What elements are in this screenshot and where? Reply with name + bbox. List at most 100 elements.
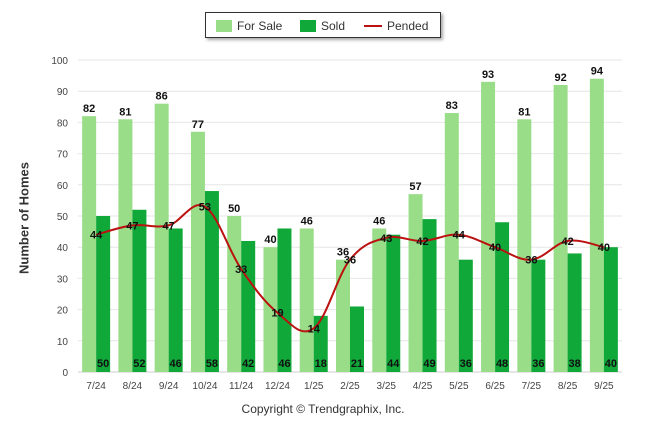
bar-sold bbox=[313, 315, 328, 372]
bar-for-sale bbox=[227, 216, 242, 372]
label-pended: 47 bbox=[126, 220, 138, 232]
bar-sold bbox=[241, 240, 256, 372]
label-for-sale: 40 bbox=[264, 234, 276, 246]
x-tick-label: 9/25 bbox=[594, 381, 614, 392]
x-tick-label: 9/24 bbox=[159, 381, 179, 392]
label-sold: 40 bbox=[605, 358, 617, 370]
bar-sold bbox=[204, 191, 219, 372]
legend-item-for-sale[interactable]: For Sale bbox=[216, 18, 282, 34]
x-tick-label: 6/25 bbox=[485, 381, 505, 392]
bar-sold bbox=[422, 219, 437, 372]
label-sold: 36 bbox=[532, 358, 544, 370]
bar-for-sale bbox=[589, 78, 604, 372]
label-pended: 36 bbox=[344, 255, 356, 267]
bar-for-sale bbox=[372, 228, 387, 372]
bars bbox=[82, 78, 618, 373]
label-pended: 53 bbox=[199, 202, 211, 214]
label-pended: 42 bbox=[561, 236, 573, 248]
bar-sold bbox=[567, 253, 582, 372]
legend-item-pended[interactable]: Pended bbox=[364, 18, 428, 34]
y-tick-label: 30 bbox=[57, 274, 69, 285]
data-labels: 82 50 44 81 52 47 86 46 47 77 58 53 50 42 33 40 46 19 46 18… bbox=[83, 66, 617, 370]
label-for-sale: 36 bbox=[337, 247, 349, 259]
legend-label-sold: Sold bbox=[321, 19, 346, 33]
legend-swatch-sold bbox=[300, 20, 316, 32]
x-tick-label: 7/24 bbox=[86, 381, 106, 392]
bar-sold bbox=[350, 306, 364, 372]
label-for-sale: 94 bbox=[591, 66, 604, 78]
label-for-sale: 86 bbox=[156, 91, 168, 103]
bar-sold bbox=[277, 228, 292, 372]
x-tick-label: 4/25 bbox=[413, 381, 433, 392]
y-tick-label: 70 bbox=[57, 150, 69, 161]
bar-sold bbox=[132, 209, 147, 372]
bar-sold bbox=[495, 222, 510, 372]
y-axis-label: Number of Homes bbox=[16, 162, 32, 274]
bar-sold bbox=[531, 259, 546, 372]
label-pended: 43 bbox=[380, 233, 392, 245]
bar-for-sale bbox=[190, 131, 205, 372]
bar-for-sale bbox=[408, 194, 423, 372]
legend-label-for-sale: For Sale bbox=[237, 19, 283, 33]
bar-for-sale bbox=[82, 116, 97, 372]
x-axis-ticks: 7/24 8/24 9/24 10/24 11/24 12/24 1/25 2/25 3/25 4… bbox=[86, 381, 614, 392]
x-tick-label: 2/25 bbox=[340, 381, 360, 392]
label-pended: 19 bbox=[271, 308, 283, 320]
label-for-sale: 82 bbox=[83, 103, 95, 115]
bar-sold bbox=[386, 234, 401, 372]
y-tick-label: 0 bbox=[62, 368, 68, 379]
y-axis-ticks: 0 10 20 30 40 50 60 70 80 90 100 bbox=[51, 56, 68, 379]
bar-sold bbox=[603, 247, 618, 372]
copyright-text: Copyright © Trendgraphix, Inc. bbox=[241, 402, 405, 416]
label-for-sale: 50 bbox=[228, 203, 240, 215]
label-sold: 46 bbox=[278, 358, 290, 370]
label-sold: 49 bbox=[423, 358, 435, 370]
x-tick-label: 10/24 bbox=[192, 381, 217, 392]
label-sold: 38 bbox=[568, 358, 580, 370]
label-for-sale: 57 bbox=[409, 181, 421, 193]
label-sold: 52 bbox=[133, 358, 145, 370]
bar-for-sale bbox=[481, 81, 496, 372]
y-tick-label: 60 bbox=[57, 181, 69, 192]
x-tick-label: 12/24 bbox=[265, 381, 290, 392]
bar-for-sale bbox=[444, 113, 459, 372]
y-tick-label: 50 bbox=[57, 212, 69, 223]
x-tick-label: 8/24 bbox=[123, 381, 143, 392]
label-sold: 50 bbox=[97, 358, 109, 370]
label-sold: 48 bbox=[496, 358, 508, 370]
label-sold: 42 bbox=[242, 358, 254, 370]
y-tick-label: 10 bbox=[57, 337, 69, 348]
y-tick-label: 80 bbox=[57, 118, 69, 129]
x-tick-label: 1/25 bbox=[304, 381, 324, 392]
x-tick-label: 11/24 bbox=[229, 381, 254, 392]
y-tick-label: 40 bbox=[57, 243, 69, 254]
label-pended: 36 bbox=[525, 255, 537, 267]
bar-for-sale bbox=[336, 259, 350, 372]
bar-for-sale bbox=[517, 119, 532, 372]
label-for-sale: 93 bbox=[482, 69, 494, 81]
label-sold: 18 bbox=[315, 358, 327, 370]
label-pended: 40 bbox=[489, 242, 501, 254]
legend-item-sold[interactable]: Sold bbox=[300, 18, 345, 34]
bar-sold bbox=[458, 259, 473, 372]
label-for-sale: 81 bbox=[518, 106, 530, 118]
label-for-sale: 83 bbox=[446, 100, 458, 112]
label-pended: 44 bbox=[90, 230, 103, 242]
pended-series-line bbox=[95, 204, 605, 333]
label-sold: 44 bbox=[387, 358, 400, 370]
pended-line bbox=[95, 204, 605, 333]
label-pended: 42 bbox=[416, 236, 428, 248]
x-tick-label: 7/25 bbox=[522, 381, 542, 392]
label-for-sale: 81 bbox=[119, 106, 131, 118]
x-tick-label: 8/25 bbox=[558, 381, 578, 392]
label-sold: 58 bbox=[206, 358, 218, 370]
label-for-sale: 46 bbox=[373, 215, 385, 227]
bar-sold bbox=[168, 228, 183, 372]
legend-swatch-pended bbox=[364, 25, 382, 27]
y-tick-label: 100 bbox=[51, 56, 68, 67]
label-sold: 46 bbox=[170, 358, 182, 370]
x-tick-label: 5/25 bbox=[449, 381, 469, 392]
bar-sold bbox=[96, 216, 111, 372]
label-pended: 44 bbox=[453, 230, 466, 242]
